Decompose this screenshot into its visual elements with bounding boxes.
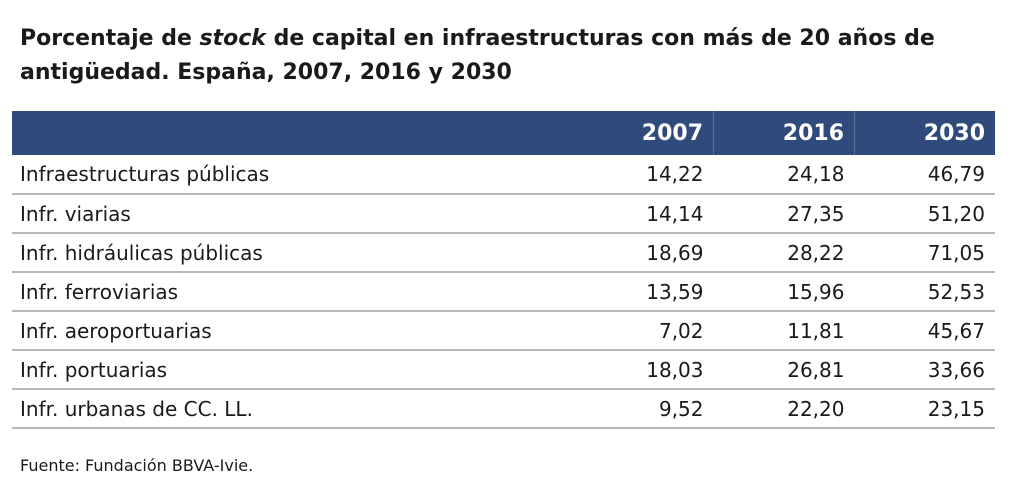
cell-2007: 18,03: [646, 357, 704, 382]
table-row: Infr. portuarias 18,03 26,81 33,66: [12, 350, 995, 389]
header-2007: 2007: [563, 111, 714, 155]
cell-2030: 51,20: [927, 201, 985, 226]
source-note: Fuente: Fundación BBVA-Ivie.: [20, 456, 254, 475]
cell-2030: 46,79: [927, 162, 985, 186]
cell-2016: 27,35: [787, 201, 845, 226]
cell-2007: 7,02: [658, 318, 704, 343]
cell-2016: 15,96: [787, 279, 845, 304]
row-label: Infr. viarias: [20, 201, 131, 226]
cell-2016: 24,18: [787, 162, 845, 186]
cell-2007: 9,52: [658, 396, 704, 421]
row-label: Infr. ferroviarias: [20, 279, 179, 304]
row-label: Infr. hidráulicas públicas: [20, 240, 263, 265]
cell-2016: 22,20: [787, 396, 845, 421]
header-label-column: [12, 111, 563, 155]
table-row: Infraestructuras públicas 14,22 24,18 46…: [12, 155, 995, 194]
row-label: Infr. portuarias: [20, 357, 168, 382]
table-header-row: 2007 2016 2030: [12, 111, 995, 155]
cell-2007: 13,59: [646, 279, 704, 304]
header-2030: 2030: [923, 120, 985, 146]
title-italic-word: stock: [199, 26, 266, 51]
data-table: 2007 2016 2030 Infraestructuras públicas…: [12, 111, 995, 429]
cell-2030: 45,67: [927, 318, 985, 343]
cell-2030: 71,05: [927, 240, 985, 265]
title-suffix: de capital en infraestructuras con más d…: [20, 26, 935, 85]
cell-2016: 11,81: [787, 318, 845, 343]
table-title: Porcentaje de stock de capital en infrae…: [20, 22, 1010, 90]
table-row: Infr. ferroviarias 13,59 15,96 52,53: [12, 272, 995, 311]
table-row: Infr. hidráulicas públicas 18,69 28,22 7…: [12, 233, 995, 272]
cell-2016: 28,22: [787, 240, 845, 265]
cell-2016: 26,81: [787, 357, 845, 382]
title-prefix: Porcentaje de: [20, 26, 200, 51]
cell-2007: 14,22: [646, 162, 704, 186]
cell-2030: 23,15: [927, 396, 985, 421]
row-label: Infr. urbanas de CC. LL.: [20, 396, 253, 421]
cell-2007: 18,69: [646, 240, 704, 265]
cell-2007: 14,14: [646, 201, 704, 226]
row-label: Infraestructuras públicas: [20, 162, 270, 186]
table-row: Infr. viarias 14,14 27,35 51,20: [12, 194, 995, 233]
row-label: Infr. aeroportuarias: [20, 318, 212, 343]
cell-2030: 33,66: [927, 357, 985, 382]
table-row: Infr. aeroportuarias 7,02 11,81 45,67: [12, 311, 995, 350]
table-row: Infr. urbanas de CC. LL. 9,52 22,20 23,1…: [12, 389, 995, 428]
cell-2030: 52,53: [927, 279, 985, 304]
header-2016: 2016: [713, 111, 855, 155]
